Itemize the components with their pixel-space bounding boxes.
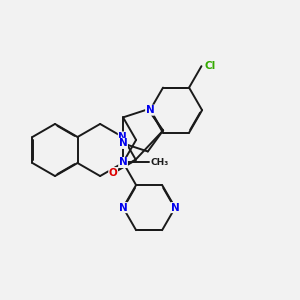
Text: N: N [119, 138, 128, 148]
Text: N: N [146, 105, 154, 115]
Text: O: O [109, 168, 118, 178]
Text: N: N [119, 158, 128, 167]
Text: Cl: Cl [205, 61, 216, 71]
Text: N: N [171, 202, 179, 213]
Text: N: N [118, 132, 127, 142]
Text: CH₃: CH₃ [151, 158, 169, 167]
Text: N: N [119, 202, 128, 213]
